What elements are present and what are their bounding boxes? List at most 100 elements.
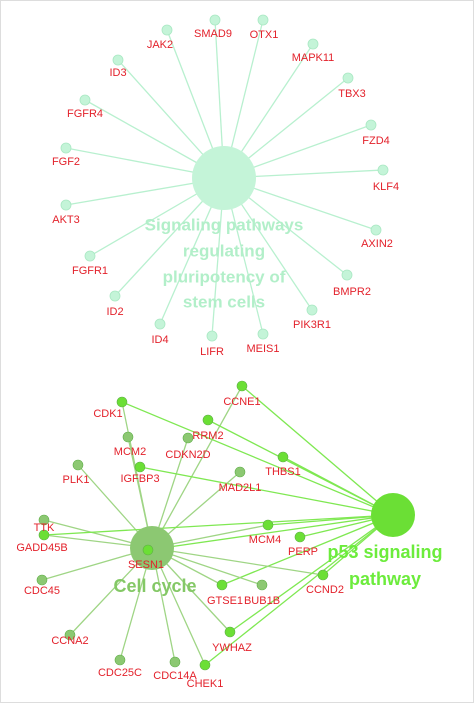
hub-label: pathway	[349, 569, 421, 589]
gene-node	[257, 14, 269, 26]
gene-label: ID4	[151, 334, 168, 346]
edge	[229, 514, 394, 633]
edge	[43, 514, 394, 536]
gene-label: CCNA2	[51, 635, 88, 647]
gene-label: FZD4	[362, 135, 390, 147]
gene-label: TBX3	[338, 88, 366, 100]
gene-label: FGF2	[52, 156, 80, 168]
gene-node	[262, 519, 274, 531]
hub-label: Cell cycle	[113, 576, 196, 596]
gene-label: PLK1	[63, 474, 90, 486]
gene-node	[234, 466, 246, 478]
gene-label: PIK3R1	[293, 319, 331, 331]
edge	[221, 514, 394, 586]
gene-label: KLF4	[373, 181, 399, 193]
gene-node	[116, 396, 128, 408]
gene-label: SESN1	[128, 559, 164, 571]
gene-label: MCM4	[249, 534, 281, 546]
gene-label: MCM2	[114, 446, 146, 458]
gene-node	[202, 414, 214, 426]
gene-label: TTK	[34, 522, 55, 534]
gene-node	[114, 654, 126, 666]
gene-label: RRM2	[192, 430, 223, 442]
gene-node	[277, 451, 289, 463]
gene-node	[294, 531, 306, 543]
gene-label: CHEK1	[187, 678, 224, 690]
edge	[241, 385, 394, 516]
gene-node	[224, 626, 236, 638]
gene-node	[342, 72, 354, 84]
gene-node	[206, 330, 218, 342]
gene-node	[199, 659, 211, 671]
gene-label: IGFBP3	[120, 473, 159, 485]
gene-node	[142, 544, 154, 556]
gene-label: CDC45	[24, 585, 60, 597]
gene-node	[161, 24, 173, 36]
gene-label: AKT3	[52, 214, 80, 226]
gene-label: FGFR1	[72, 265, 108, 277]
gene-node	[134, 461, 146, 473]
edge	[139, 466, 394, 516]
gene-label: MAD2L1	[219, 482, 262, 494]
hub-label: pluripotency of	[163, 267, 286, 286]
gene-label: MAPK11	[292, 52, 335, 64]
gene-label: CDKN2D	[165, 449, 210, 461]
hub-label: Signaling pathways	[145, 215, 304, 234]
gene-label: CCNE1	[223, 396, 260, 408]
gene-node	[169, 656, 181, 668]
gene-label: CCND2	[306, 584, 344, 596]
gene-label: CDK1	[93, 408, 122, 420]
hub-node	[192, 146, 256, 210]
gene-node	[64, 629, 76, 641]
edge	[151, 547, 324, 576]
gene-node	[236, 380, 248, 392]
gene-node	[209, 14, 221, 26]
gene-label: CDC14A	[153, 670, 197, 682]
gene-label: CDC25C	[98, 667, 142, 679]
gene-node	[377, 164, 389, 176]
gene-label: GADD45B	[16, 542, 67, 554]
gene-node	[36, 574, 48, 586]
gene-node	[60, 199, 72, 211]
edge	[151, 385, 243, 549]
gene-node	[60, 142, 72, 154]
gene-node	[72, 459, 84, 471]
gene-node	[216, 579, 228, 591]
gene-node	[370, 224, 382, 236]
edge	[147, 514, 394, 551]
gene-node	[256, 579, 268, 591]
gene-node	[112, 54, 124, 66]
edge	[204, 514, 394, 666]
gene-node	[307, 38, 319, 50]
gene-node	[79, 94, 91, 106]
gene-node	[182, 432, 194, 444]
gene-label: SMAD9	[194, 28, 232, 40]
hub-label: regulating	[183, 241, 265, 260]
gene-label: MEIS1	[246, 343, 279, 355]
hub-label: p53 signaling	[327, 542, 442, 562]
edge	[121, 401, 394, 516]
gene-label: FGFR4	[67, 108, 103, 120]
hub-node	[371, 493, 415, 537]
gene-label: PERP	[288, 546, 318, 558]
gene-label: THBS1	[265, 466, 300, 478]
gene-node	[109, 290, 121, 302]
gene-label: ID3	[109, 67, 126, 79]
hub-label: stem cells	[183, 292, 265, 311]
gene-label: JAK2	[147, 39, 173, 51]
gene-node	[154, 318, 166, 330]
gene-node	[341, 269, 353, 281]
gene-label: GTSE1	[207, 595, 243, 607]
gene-node	[38, 529, 50, 541]
gene-label: BMPR2	[333, 286, 371, 298]
gene-label: LIFR	[200, 346, 224, 358]
gene-label: BUB1B	[244, 595, 280, 607]
gene-node	[38, 514, 50, 526]
gene-label: AXIN2	[361, 238, 393, 250]
gene-node	[317, 569, 329, 581]
gene-node	[122, 431, 134, 443]
gene-node	[257, 328, 269, 340]
gene-label: YWHAZ	[212, 642, 252, 654]
gene-node	[306, 304, 318, 316]
